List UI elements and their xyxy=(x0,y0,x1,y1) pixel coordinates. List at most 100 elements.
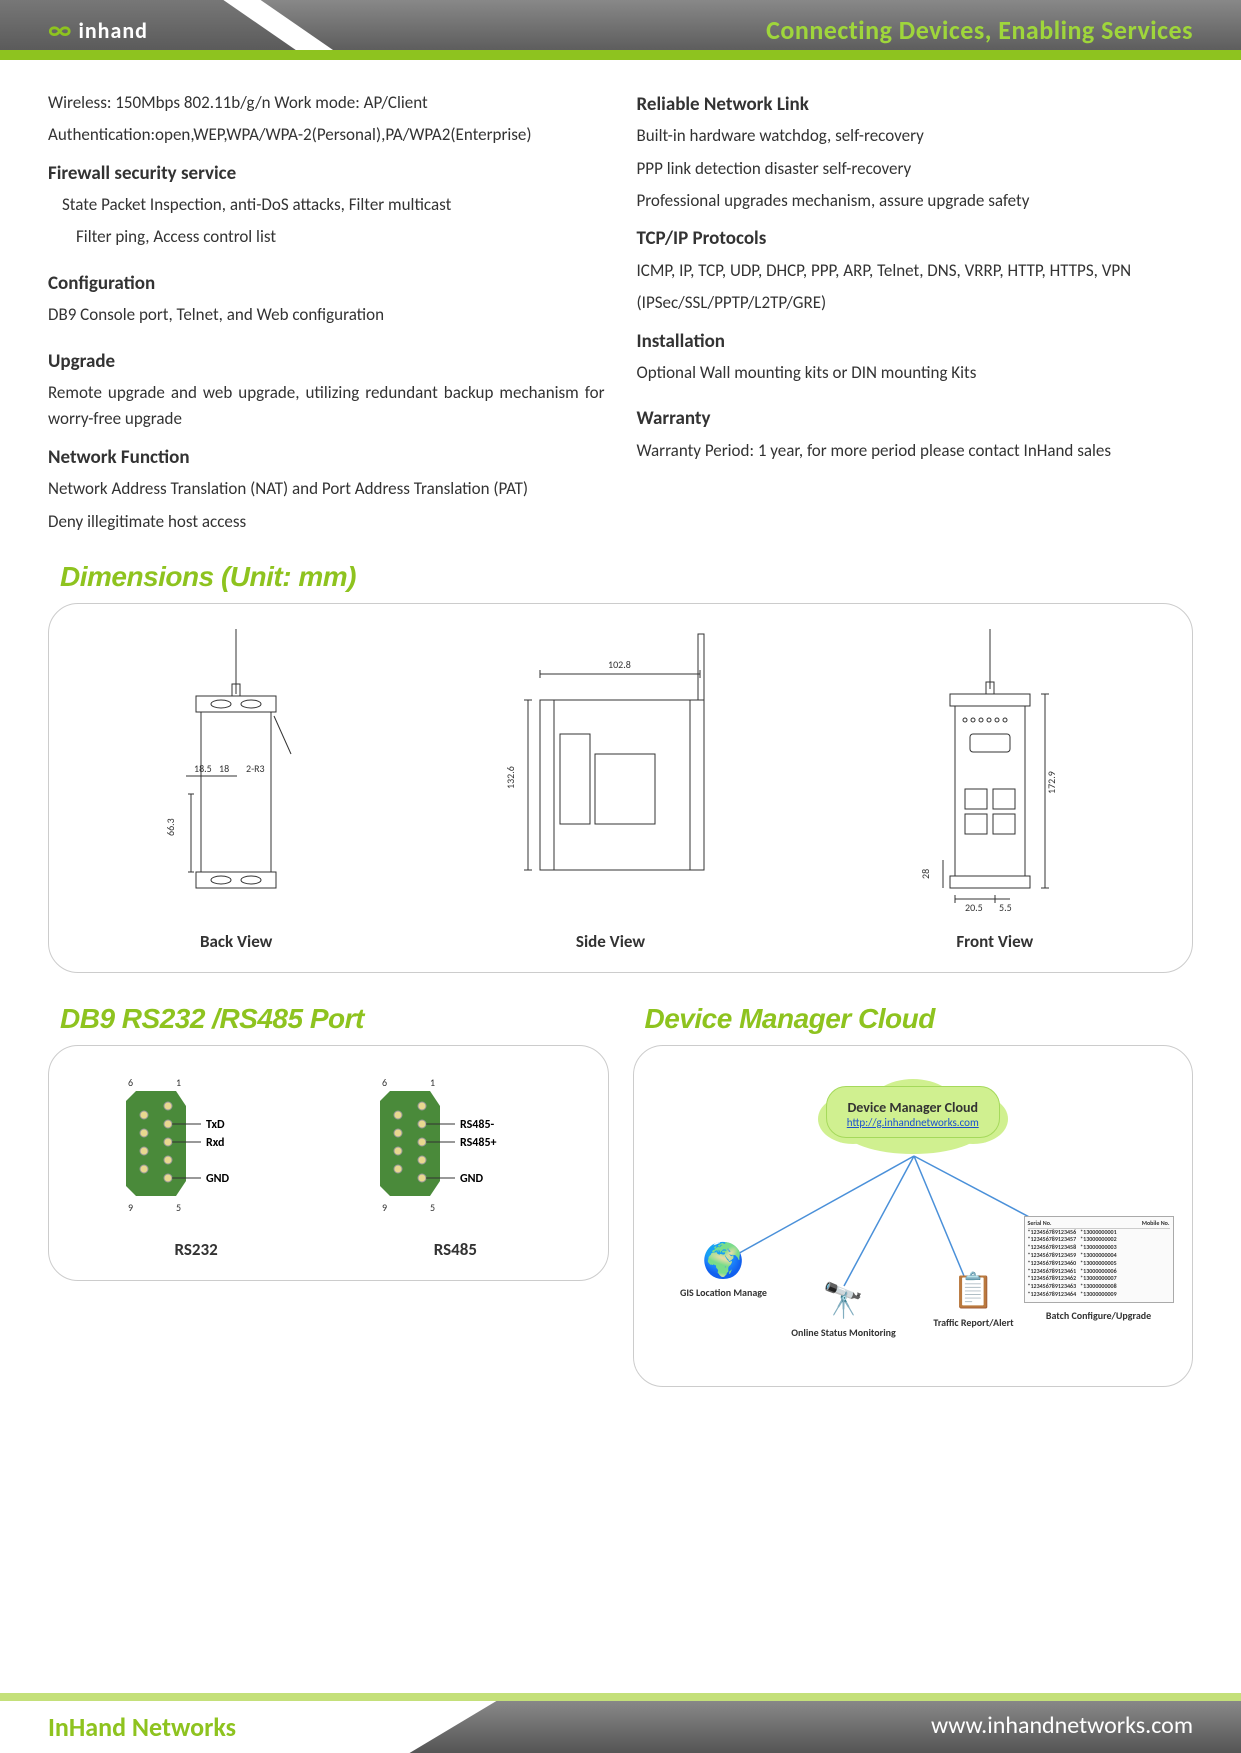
batch-label: Batch Configure/Upgrade xyxy=(1024,1309,1174,1322)
footer-green-strip xyxy=(0,1693,1241,1701)
footer-url: www.inhandnetworks.com xyxy=(931,1711,1193,1740)
dim-172-9: 172.9 xyxy=(1045,771,1058,794)
config-heading: Configuration xyxy=(48,269,605,298)
pin1-label: 1 xyxy=(176,1076,181,1089)
tcpip-heading: TCP/IP Protocols xyxy=(637,224,1194,253)
rs485-connector: 1 6 RS485- RS485+ GND 5 xyxy=(360,1066,550,1260)
cloud-box: Device Manager Cloud http://g.inhandnetw… xyxy=(826,1086,1000,1138)
tcpip-line2: (IPSec/SSL/PPTP/L2TP/GRE) xyxy=(637,290,1194,316)
dimensions-panel: 18.5 18 2-R3 66.3 Back View xyxy=(48,603,1193,973)
cloud-diagram: Device Manager Cloud http://g.inhandnetw… xyxy=(654,1066,1173,1366)
batch-table-icon: Serial No. Mobile No. *123456789123456 *… xyxy=(1024,1216,1174,1303)
brand-tagline: Connecting Devices, Enabling Services xyxy=(766,14,1193,46)
pin9-label-r: 9 xyxy=(382,1201,387,1214)
firewall-heading: Firewall security service xyxy=(48,159,605,188)
cloud-item-online: 🔭 Online Status Monitoring xyxy=(784,1281,904,1339)
front-view-label: Front View xyxy=(895,931,1095,952)
page-footer: InHand Networks www.inhandnetworks.com xyxy=(0,1693,1241,1753)
dim-20-5: 20.5 xyxy=(965,901,983,914)
header-green-strip xyxy=(0,50,1241,60)
cloud-title: Device Manager Cloud xyxy=(645,1003,1194,1035)
cloud-section: Device Manager Cloud Device Manager xyxy=(633,983,1194,1387)
reliable-line3: Professional upgrades mechanism, assure … xyxy=(637,188,1194,214)
dim-18-5: 18.5 xyxy=(194,762,212,775)
spec-right-column: Reliable Network Link Built-in hardware … xyxy=(637,90,1194,541)
spec-left-column: Wireless: 150Mbps 802.11b/g/n Work mode:… xyxy=(48,90,605,541)
rs485-pin2: RS485- xyxy=(460,1118,495,1132)
rs232-connector: 1 6 TxD xyxy=(106,1066,286,1260)
front-view-drawing: 172.9 20.5 5.5 28 xyxy=(895,624,1095,914)
firewall-line2: Filter ping, Access control list xyxy=(48,224,605,250)
rs232-pin3: Rxd xyxy=(206,1136,224,1150)
traffic-label: Traffic Report/Alert xyxy=(933,1316,1013,1329)
upgrade-line1: Remote upgrade and web upgrade, utilizin… xyxy=(48,380,605,433)
rs485-pin5: GND xyxy=(460,1172,484,1186)
logo-icon: ∞ xyxy=(48,16,72,44)
wireless-line2: Authentication:open,WEP,WPA/WPA-2(Person… xyxy=(48,122,605,148)
rs485-svg: 1 6 RS485- RS485+ GND 5 xyxy=(360,1066,550,1216)
rs232-pin5: GND xyxy=(206,1172,230,1186)
reliable-heading: Reliable Network Link xyxy=(637,90,1194,119)
back-view-label: Back View xyxy=(146,931,326,952)
install-heading: Installation xyxy=(637,327,1194,356)
side-view: 102.8 132.6 Side View xyxy=(480,624,740,952)
cloud-item-gis: 🌍 GIS Location Manage xyxy=(664,1241,784,1299)
pin6-label: 6 xyxy=(128,1076,133,1089)
reliable-line2: PPP link detection disaster self-recover… xyxy=(637,156,1194,182)
pin5-label-r: 5 xyxy=(430,1201,435,1214)
bottom-sections-row: DB9 RS232 /RS485 Port 1 6 xyxy=(0,973,1241,1387)
pin6-label-r: 6 xyxy=(382,1076,387,1089)
dimensions-views-row: 18.5 18 2-R3 66.3 Back View xyxy=(69,624,1172,952)
dim-2r3: 2-R3 xyxy=(246,762,265,775)
config-line1: DB9 Console port, Telnet, and Web config… xyxy=(48,302,605,328)
cloud-box-url: http://g.inhandnetworks.com xyxy=(847,1116,979,1129)
brand-logo: ∞ inhand xyxy=(48,16,148,44)
warranty-line1: Warranty Period: 1 year, for more period… xyxy=(637,438,1194,464)
rs232-pin2: TxD xyxy=(206,1118,225,1132)
cloud-panel: Device Manager Cloud http://g.inhandnetw… xyxy=(633,1045,1194,1387)
db9-panel: 1 6 TxD xyxy=(48,1045,609,1281)
spec-columns: Wireless: 150Mbps 802.11b/g/n Work mode:… xyxy=(0,60,1241,541)
rs485-label: RS485 xyxy=(360,1239,550,1260)
install-line1: Optional Wall mounting kits or DIN mount… xyxy=(637,360,1194,386)
front-view: 172.9 20.5 5.5 28 Front View xyxy=(895,624,1095,952)
online-label: Online Status Monitoring xyxy=(791,1326,896,1339)
pin5-label: 5 xyxy=(176,1201,181,1214)
dim-66-3: 66.3 xyxy=(164,818,177,836)
gis-label: GIS Location Manage xyxy=(680,1286,767,1299)
rs232-svg: 1 6 TxD xyxy=(106,1066,286,1216)
db9-title: DB9 RS232 /RS485 Port xyxy=(60,1003,609,1035)
firewall-line1: State Packet Inspection, anti-DoS attack… xyxy=(48,192,605,218)
monitor-icon: 🔭 xyxy=(784,1281,904,1322)
back-view: 18.5 18 2-R3 66.3 Back View xyxy=(146,624,326,952)
dim-102-8: 102.8 xyxy=(608,658,631,671)
reliable-line1: Built-in hardware watchdog, self-recover… xyxy=(637,123,1194,149)
netfunc-line1: Network Address Translation (NAT) and Po… xyxy=(48,476,605,502)
table-col2: Mobile No. xyxy=(1142,1220,1170,1228)
dim-18: 18 xyxy=(219,762,229,775)
cloud-item-batch: Serial No. Mobile No. *123456789123456 *… xyxy=(1024,1216,1174,1322)
pin1-label-r: 1 xyxy=(430,1076,435,1089)
globe-icon: 🌍 xyxy=(664,1241,784,1282)
report-icon: 📋 xyxy=(914,1271,1034,1312)
side-view-drawing: 102.8 132.6 xyxy=(480,624,740,914)
footer-brand: InHand Networks xyxy=(48,1711,236,1743)
cloud-item-traffic: 📋 Traffic Report/Alert xyxy=(914,1271,1034,1329)
wireless-line1: Wireless: 150Mbps 802.11b/g/n Work mode:… xyxy=(48,90,605,116)
tcpip-line1: ICMP, IP, TCP, UDP, DHCP, PPP, ARP, Teln… xyxy=(637,258,1194,284)
page-header: ∞ inhand Connecting Devices, Enabling Se… xyxy=(0,0,1241,60)
dim-28: 28 xyxy=(919,869,932,879)
table-col1: Serial No. xyxy=(1028,1220,1052,1228)
netfunc-heading: Network Function xyxy=(48,443,605,472)
rs232-label: RS232 xyxy=(106,1239,286,1260)
back-view-drawing: 18.5 18 2-R3 66.3 xyxy=(146,624,326,914)
dim-5-5: 5.5 xyxy=(999,901,1012,914)
upgrade-heading: Upgrade xyxy=(48,347,605,376)
rs485-pin3: RS485+ xyxy=(460,1136,497,1150)
db9-section: DB9 RS232 /RS485 Port 1 6 xyxy=(48,983,609,1387)
dim-132-6: 132.6 xyxy=(504,766,517,789)
dimensions-title: Dimensions (Unit: mm) xyxy=(60,561,1241,593)
netfunc-line2: Deny illegitimate host access xyxy=(48,509,605,535)
db9-port-box: 1 6 TxD xyxy=(69,1066,588,1260)
side-view-label: Side View xyxy=(480,931,740,952)
